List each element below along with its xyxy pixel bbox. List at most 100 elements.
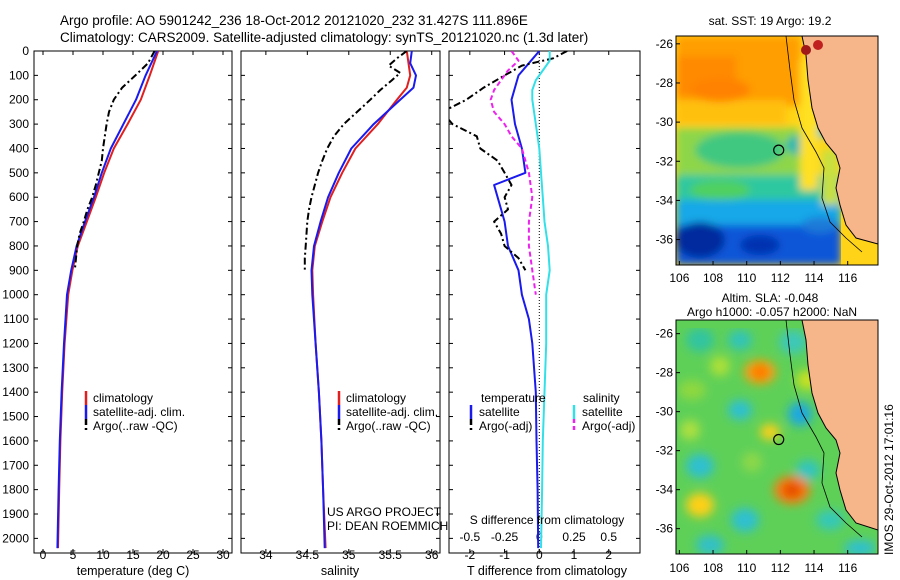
x-tick-label: 0.25 bbox=[562, 530, 586, 544]
temperature-axes bbox=[33, 50, 233, 554]
difference-axes bbox=[448, 50, 641, 554]
y-tick-label: 800 bbox=[9, 239, 29, 253]
map-y-tick-label: -34 bbox=[656, 483, 674, 497]
x-tick-label: 10 bbox=[96, 548, 110, 562]
salinity-legend: climatology satellite-adj. clim. Argo(..… bbox=[337, 391, 438, 433]
map-y-tick-label: -30 bbox=[656, 115, 674, 129]
coastline bbox=[801, 320, 878, 531]
sla-map-field bbox=[676, 320, 878, 554]
x-tick-label: 1 bbox=[571, 548, 578, 562]
bathymetry-contour bbox=[785, 36, 863, 253]
temperature-legend: climatology satellite-adj. clim. Argo(..… bbox=[84, 391, 185, 433]
temperature-ticks: 0100200300400500600700800900100011001200… bbox=[2, 44, 232, 562]
y-tick-label: 700 bbox=[9, 215, 29, 229]
header-line-1: Argo profile: AO 5901242_236 18-Oct-2012… bbox=[60, 13, 528, 28]
series-line-climatology bbox=[311, 51, 412, 549]
y-tick-label: 1200 bbox=[2, 336, 29, 350]
sla-map-subtitle: Argo h1000: -0.057 h2000: NaN bbox=[687, 305, 857, 319]
legend-label-satellite: satellite-adj. clim. bbox=[93, 405, 185, 419]
difference-xlabel: T difference from climatology bbox=[467, 564, 628, 578]
sst-map-field bbox=[676, 36, 878, 265]
credit-line-1: US ARGO PROJECT bbox=[327, 505, 442, 519]
y-tick-label: 1500 bbox=[2, 410, 29, 424]
y-tick-label: 100 bbox=[9, 68, 29, 82]
x-tick-label: 0.5 bbox=[600, 530, 617, 544]
y-tick-label: 1700 bbox=[2, 458, 29, 472]
x-tick-label: 0 bbox=[536, 548, 543, 562]
x-tick-label: 35 bbox=[342, 548, 356, 562]
y-tick-label: 1600 bbox=[2, 434, 29, 448]
map-x-tick-label: 106 bbox=[669, 561, 689, 575]
series-line-temperature-satellite bbox=[493, 51, 541, 549]
salinity-ticks: 34 34.5 35 35.5 36 bbox=[241, 50, 440, 562]
y-tick-label: 1400 bbox=[2, 385, 29, 399]
series-line-satellite-adj-clim- bbox=[56, 51, 158, 549]
x-tick-label: 20 bbox=[156, 548, 170, 562]
header-line-2: Climatology: CARS2009. Satellite-adjuste… bbox=[60, 30, 588, 45]
legend-heading-salinity: salinity bbox=[583, 391, 620, 405]
legend-label-climatology: climatology bbox=[93, 391, 153, 405]
timestamp: IMOS 29-Oct-2012 17:01:16 bbox=[882, 404, 896, 555]
credit-line-2: PI: DEAN ROEMMICH bbox=[327, 519, 448, 533]
series-line-salinity-satellite bbox=[531, 51, 551, 549]
map-y-tick-label: -30 bbox=[656, 405, 674, 419]
x-tick-label: 0 bbox=[40, 548, 47, 562]
x-tick-label: 34 bbox=[259, 548, 273, 562]
legend-label-climatology: climatology bbox=[346, 391, 406, 405]
x-tick-label: 36 bbox=[425, 548, 439, 562]
map-x-tick-label: 114 bbox=[804, 271, 823, 285]
y-tick-label: 500 bbox=[9, 166, 29, 180]
series-line-salinity-argo-adj- bbox=[489, 51, 537, 295]
map-y-tick-label: -28 bbox=[656, 76, 674, 90]
nearshore-warm-spot bbox=[801, 45, 811, 55]
map-x-tick-label: 112 bbox=[771, 561, 790, 575]
series-line-argo-raw-qc- bbox=[303, 51, 408, 271]
sla-map-ticks: 106 108 110 112 114 116 -26 -28 -30 -32 -34 -36 bbox=[656, 327, 858, 575]
x-tick-label: -0.25 bbox=[491, 530, 519, 544]
sla-map-title: Altim. SLA: -0.048 bbox=[722, 291, 819, 305]
y-tick-label: 900 bbox=[9, 263, 29, 277]
sst-map-ticks: 106 108 110 112 114 116 -26 -28 -30 -32 -34 -36 bbox=[656, 37, 858, 285]
map-y-tick-label: -26 bbox=[656, 37, 674, 51]
map-x-tick-label: 108 bbox=[703, 271, 723, 285]
y-tick-label: 1800 bbox=[2, 483, 29, 497]
y-tick-label: 1900 bbox=[2, 507, 29, 521]
coastline bbox=[801, 36, 878, 245]
map-y-tick-label: -26 bbox=[656, 327, 674, 341]
legend-heading-temperature: temperature bbox=[481, 391, 546, 405]
x-tick-label: -0.5 bbox=[459, 530, 480, 544]
map-x-tick-label: 116 bbox=[838, 561, 857, 575]
y-tick-label: 2000 bbox=[2, 531, 29, 545]
land-mask bbox=[802, 320, 878, 530]
temperature-lines bbox=[56, 51, 160, 549]
x-tick-label: 35.5 bbox=[379, 548, 403, 562]
x-tick-label: 2 bbox=[605, 548, 612, 562]
map-x-tick-label: 112 bbox=[771, 271, 790, 285]
x-tick-label: -1 bbox=[499, 548, 510, 562]
map-y-tick-label: -36 bbox=[656, 233, 674, 247]
x-tick-label: 25 bbox=[186, 548, 200, 562]
nearshore-warm-spot bbox=[813, 40, 823, 50]
sst-map-title: sat. SST: 19 Argo: 19.2 bbox=[709, 14, 832, 28]
land-mask bbox=[802, 36, 878, 244]
map-y-tick-label: -36 bbox=[656, 522, 674, 536]
argo-location-marker bbox=[773, 433, 785, 446]
y-tick-label: 200 bbox=[9, 93, 29, 107]
legend-label-s-argo: Argo(-adj) bbox=[582, 419, 635, 433]
salinity-lines bbox=[303, 51, 417, 549]
y-tick-label: 1300 bbox=[2, 361, 29, 375]
sst-map-axes bbox=[675, 35, 879, 266]
x-tick-label: 5 bbox=[70, 548, 77, 562]
salinity-axes bbox=[240, 50, 441, 554]
temperature-xlabel: temperature (deg C) bbox=[77, 564, 190, 578]
argo-location-marker bbox=[773, 144, 785, 156]
x-tick-label: 34.5 bbox=[296, 548, 320, 562]
difference-legend: temperature satellite Argo(-adj) salinit… bbox=[469, 391, 635, 433]
y-tick-label: 1100 bbox=[3, 312, 29, 326]
map-x-tick-label: 110 bbox=[737, 561, 756, 575]
legend-label-satellite: satellite-adj. clim. bbox=[346, 405, 438, 419]
series-line-argo-raw-qc- bbox=[73, 51, 156, 271]
legend-label-s-satellite: satellite bbox=[582, 405, 623, 419]
y-tick-label: 600 bbox=[9, 190, 29, 204]
